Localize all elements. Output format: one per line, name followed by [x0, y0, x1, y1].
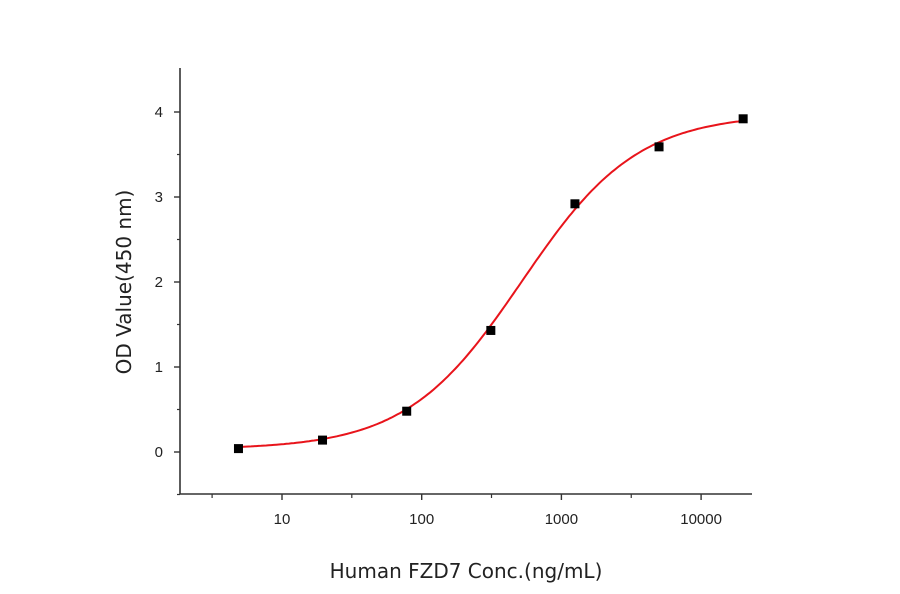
x-tick-label: 10 — [274, 511, 291, 528]
y-tick-label: 2 — [155, 274, 163, 291]
fit-curve — [238, 119, 744, 448]
y-tick-label: 1 — [155, 359, 163, 376]
data-point — [233, 444, 243, 454]
data-point — [402, 406, 412, 416]
x-tick-label: 100 — [409, 511, 434, 528]
y-tick-label: 0 — [155, 444, 163, 461]
x-axis-title: Human FZD7 Conc.(ng/mL) — [330, 559, 603, 583]
data-point — [486, 325, 496, 335]
y-tick-label: 3 — [155, 189, 163, 206]
x-tick-label: 1000 — [545, 511, 578, 528]
data-point — [570, 199, 580, 209]
plot-area: 0 1 2 3 4 10 100 1000 10000 — [155, 68, 752, 528]
y-axis-title: OD Value(450 nm) — [112, 190, 136, 375]
data-point — [654, 142, 664, 152]
y-tick-label: 4 — [155, 104, 163, 121]
data-point — [738, 114, 748, 124]
x-tick-label: 10000 — [680, 511, 722, 528]
data-point — [318, 435, 328, 445]
